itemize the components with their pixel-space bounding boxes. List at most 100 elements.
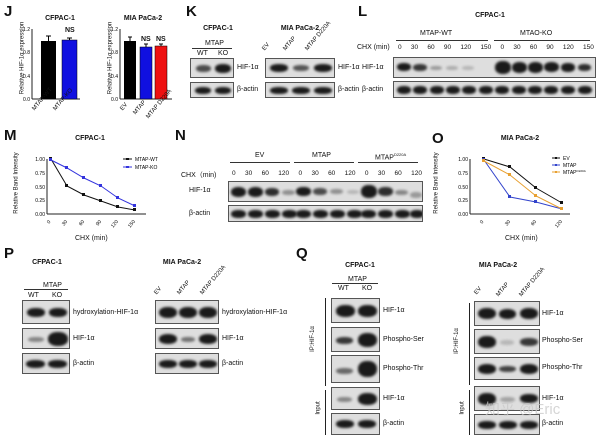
panel-letter-k: K [186, 3, 197, 20]
n-group-mtap: MTAP [312, 152, 331, 159]
o-legend-ev: EV [563, 156, 570, 162]
panel-letter-n: N [175, 127, 186, 144]
k-right-title: MIA PaCa-2 [280, 25, 320, 32]
m-xlabel: CHX (min) [75, 235, 108, 242]
p-right-title: MIA PaCa-2 [162, 259, 202, 266]
p-lane-wt: WT [28, 292, 39, 299]
k-left-hif-label: HIF-1α [237, 64, 259, 71]
p-lane-ev: EV [153, 286, 164, 296]
svg-text:0.25: 0.25 [458, 198, 468, 204]
k-lane-ev: EV [261, 42, 272, 52]
q-left-pser-blot [331, 327, 380, 352]
svg-text:0: 0 [46, 219, 53, 225]
svg-text:120: 120 [554, 219, 564, 229]
q-right-title: MIA PaCa-2 [478, 262, 518, 269]
svg-text:120: 120 [110, 219, 120, 229]
q-right-pser-label: Phospho-Ser [542, 337, 583, 344]
q-right-input-hif-label: HIF-1α [542, 395, 564, 402]
q-left-input-hif-blot [331, 387, 380, 410]
panel-letter-q: Q [296, 245, 308, 262]
q-right-input-label: Input [459, 401, 466, 415]
k-lane-ko: KO [218, 50, 229, 57]
svg-text:1.00: 1.00 [458, 157, 468, 163]
p-left-actin-label: β-actin [73, 360, 95, 367]
q-left-actin-blot [331, 413, 380, 435]
svg-text:0.8: 0.8 [111, 50, 118, 56]
j-bar-charts: 1.2 0.8 0.4 0.0 1.2 0.8 0.4 0.0 [23, 27, 172, 103]
j-right-ylabel: Relative HIF-1α expression [107, 21, 114, 95]
svg-text:1.2: 1.2 [23, 27, 30, 33]
q-lane-ko: KO [362, 285, 373, 292]
svg-text:0.00: 0.00 [35, 212, 45, 218]
svg-text:0.75: 0.75 [458, 171, 468, 177]
j-right-title: MIA PaCa-2 [123, 15, 163, 22]
n-actin-blot [228, 205, 423, 222]
j-left-ylabel: Relative HIF-1α expression [19, 21, 26, 95]
m-legend-wt: MTAP-WT [135, 157, 158, 163]
q-left-ip-hif-label: HIF-1α [383, 307, 405, 314]
panel-letter-j: J [4, 3, 13, 20]
l-time-row: 0 30 60 90 120 150 0 30 60 90 120 150 [398, 44, 594, 51]
p-left-title: CFPAC-1 [32, 259, 62, 266]
p-left-actin-blot [22, 353, 70, 374]
p-left-hif-blot [22, 328, 70, 349]
panel-letter-p: P [4, 245, 15, 262]
p-right-actin-label: β-actin [222, 360, 244, 367]
o-legend-d220a: MTAPD220A [563, 169, 586, 176]
svg-text:0.0: 0.0 [23, 97, 30, 103]
svg-text:0.50: 0.50 [35, 185, 45, 191]
n-group-ev: EV [255, 152, 265, 159]
n-hif-blot [228, 181, 423, 202]
q-right-ip-hif-blot [474, 301, 540, 326]
n-actin-label: β-actin [189, 210, 211, 217]
q-lane-mtap-d220a: MTAP D220A [518, 266, 547, 298]
m-legend-ko: MTAP-KO [135, 165, 158, 171]
j-left-chart: 1.2 0.8 0.4 0.0 [23, 27, 80, 103]
watermark: 知乎 @Eric [485, 401, 561, 418]
l-actin-label: β-actin [362, 86, 384, 93]
l-group-wt: MTAP-WT [420, 30, 453, 37]
k-left-group: MTAP [205, 40, 224, 47]
svg-text:30: 30 [504, 219, 512, 227]
q-right-actin-blot [474, 414, 540, 435]
l-chx-label: CHX (min) [357, 44, 390, 51]
k-right-hif-label: HIF-1α [338, 64, 360, 71]
j-left-title: CFPAC-1 [45, 15, 75, 22]
svg-text:1.00: 1.00 [35, 157, 45, 163]
svg-text:30: 30 [61, 219, 69, 227]
panel-letter-o: O [432, 130, 444, 147]
o-legend-mtap: MTAP [563, 163, 577, 169]
k-lane-wt: WT [197, 50, 208, 57]
k-lane-mtap: MTAP [282, 35, 298, 52]
k-right-hif-blot [265, 58, 335, 78]
q-left-group: MTAP [348, 276, 367, 283]
j-left-ns: NS [65, 27, 75, 34]
q-right-input-hif-blot [474, 386, 540, 411]
q-left-title: CFPAC-1 [345, 262, 375, 269]
k-right-actin-label: β-actin [338, 86, 360, 93]
k-right-actin-blot [265, 82, 335, 98]
l-title: CFPAC-1 [475, 12, 505, 19]
o-line-chart: 1.00 0.75 0.50 0.25 0.00 EV MTAP MTAPD22… [458, 156, 586, 229]
q-left-pthr-label: Phospho-Thr [383, 365, 424, 372]
q-left-ip-hif-blot [331, 298, 380, 323]
k-left-actin-label: β-actin [237, 86, 259, 93]
m-line-chart: 1.00 0.75 0.50 0.25 0.00 MTAP-WT MTAP-KO… [35, 157, 158, 229]
svg-text:0.00: 0.00 [458, 212, 468, 218]
p-right-hif-blot [155, 328, 219, 349]
panel-letter-l: L [358, 3, 368, 20]
svg-text:60: 60 [530, 219, 538, 227]
p-lane-mtap-d220a: MTAP D220A [199, 264, 228, 296]
l-hif-label: HIF-1α [362, 64, 384, 71]
svg-text:0.4: 0.4 [111, 74, 118, 80]
svg-text:0.25: 0.25 [35, 198, 45, 204]
k-left-actin-blot [190, 82, 234, 98]
svg-text:90: 90 [95, 219, 103, 227]
p-left-group: MTAP [43, 282, 62, 289]
n-chx-label: CHX（min) [181, 172, 217, 179]
m-title: CFPAC-1 [75, 135, 105, 142]
l-actin-blot [393, 81, 596, 98]
l-group-ko: MTAO-KO [520, 30, 553, 37]
q-left-input-label: Input [315, 401, 322, 415]
q-left-input-hif-label: HIF-1α [383, 395, 405, 402]
